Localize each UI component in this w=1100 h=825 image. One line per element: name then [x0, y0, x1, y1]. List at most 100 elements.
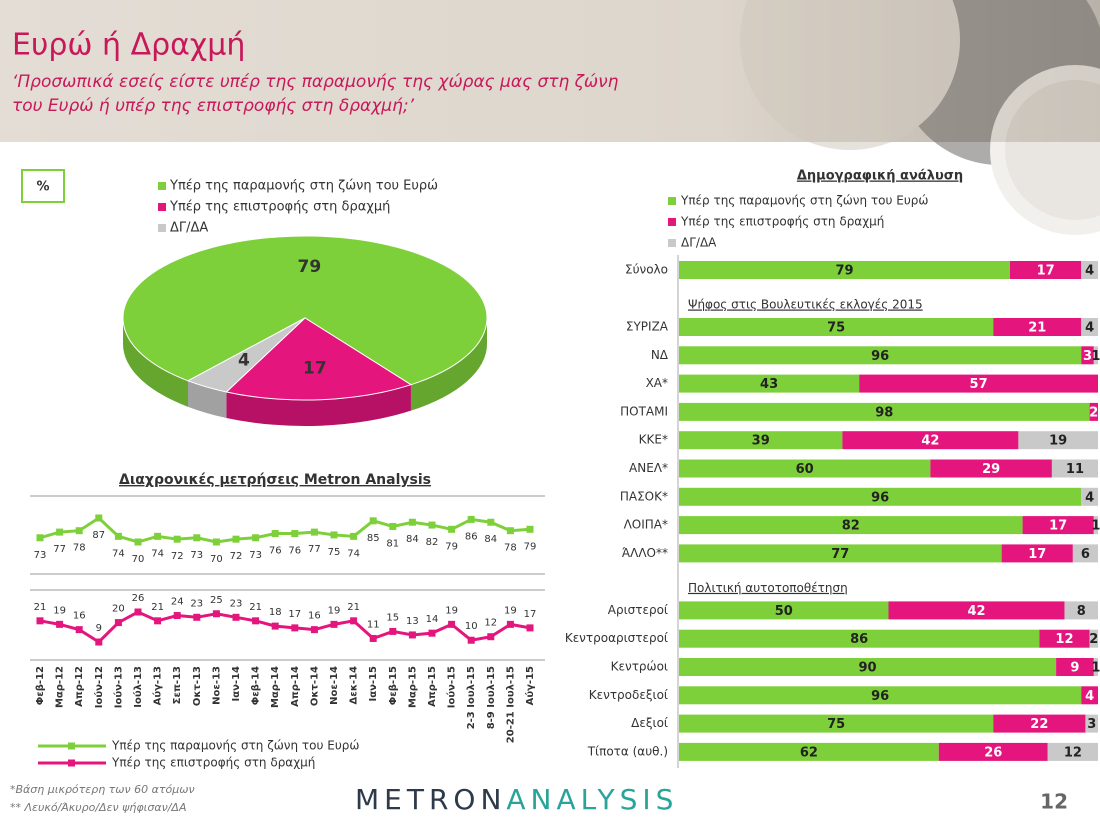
x-tick-label: Αύγ-13 [152, 666, 164, 705]
series-point [506, 620, 514, 628]
x-tick-label: Μαρ-15 [407, 666, 418, 708]
bar-segment [1089, 629, 1098, 648]
y-tick-label: Κεντροδεξιοί [589, 688, 668, 702]
series-point [350, 532, 358, 540]
bar-value-label: 8 [1077, 604, 1086, 619]
y-tick-label: ΠΑΣΟΚ* [620, 489, 668, 503]
series-point [526, 525, 534, 533]
bar-segment [679, 742, 939, 761]
bar-value-label: 2 [1089, 632, 1098, 647]
value-label: 75 [328, 547, 341, 558]
bar-segment [993, 318, 1082, 336]
pie-value-label: 17 [303, 359, 327, 379]
series-point [36, 534, 44, 542]
value-label: 10 [465, 621, 478, 632]
legend-marker [68, 742, 75, 750]
value-label: 84 [484, 534, 497, 545]
group-title: Πολιτική αυτοτοποθέτηση [688, 581, 848, 595]
value-label: 20 [112, 604, 125, 615]
bar-segment [1081, 686, 1098, 705]
bar-value-label: 96 [871, 349, 889, 364]
logo-part: ANALYSIS [506, 783, 678, 816]
value-label: 14 [426, 614, 439, 625]
pie-side [123, 318, 189, 407]
x-tick-label: 20-21 Ιουλ-15 [505, 666, 516, 743]
series-point [154, 532, 162, 540]
x-tick-label: Οκτ-14 [309, 666, 320, 706]
bar-value-label: 77 [831, 547, 849, 562]
bar-value-label: 19 [1049, 434, 1067, 449]
y-tick-label: ΧΑ* [646, 376, 668, 390]
value-label: 74 [347, 548, 360, 559]
x-tick-label: Ιαν-15 [368, 666, 379, 702]
bar-value-label: 17 [1028, 547, 1046, 562]
bar-segment [1093, 346, 1098, 365]
bar-value-label: 62 [800, 745, 818, 760]
bar-value-label: 1 [1091, 519, 1100, 534]
series-point [408, 518, 416, 526]
series-point [428, 629, 436, 637]
x-tick-label: Αύγ-15 [524, 666, 536, 705]
series-point [134, 538, 142, 546]
group-title: Ψήφος στις Βουλευτικές εκλογές 2015 [688, 298, 923, 312]
bar-segment [679, 261, 1011, 279]
bar-segment [679, 318, 994, 336]
series-point [212, 610, 220, 618]
value-label: 78 [504, 543, 517, 554]
bar-segment [993, 714, 1086, 733]
value-label: 72 [171, 551, 184, 562]
series-point [467, 515, 475, 523]
bar-value-label: 12 [1064, 745, 1082, 760]
value-label: 19 [504, 605, 517, 616]
subtitle: του Ευρώ ή υπέρ της επιστροφής στη δραχμ… [12, 96, 415, 116]
legend-label: Υπέρ της επιστροφής στη δραχμή [680, 215, 884, 229]
title: Ευρώ ή Δραχμή [12, 28, 245, 63]
legend-label: Υπέρ της παραμονής στη ζώνη του Ευρώ [680, 194, 928, 208]
value-label: 73 [190, 550, 203, 561]
bar-chart-title: Δημογραφική ανάλυση [797, 169, 963, 184]
value-label: 24 [171, 597, 184, 608]
x-tick-label: Ιούν-15 [446, 666, 458, 708]
series-point [330, 531, 338, 539]
x-tick-label: Ιαν-14 [231, 666, 242, 702]
bar-value-label: 3 [1083, 349, 1092, 364]
bar-segment [679, 629, 1040, 648]
y-tick-label: ΝΔ [651, 348, 669, 362]
bar-value-label: 90 [859, 661, 877, 676]
series-point [467, 636, 475, 644]
x-tick-label: Φεβ-12 [35, 666, 46, 705]
x-tick-label: Απρ-15 [427, 666, 438, 707]
value-label: 21 [347, 602, 360, 613]
legend-swatch [668, 218, 676, 226]
legend-label: ΔΓ/ΔΑ [681, 236, 717, 250]
series-point [448, 620, 456, 628]
bar-value-label: 98 [875, 405, 893, 420]
series-point [369, 517, 377, 525]
y-tick-label: ΣΥΡΙΖΑ [626, 320, 669, 334]
series-point [154, 617, 162, 625]
bar-segment [1001, 544, 1073, 563]
series-point [389, 627, 397, 635]
value-label: 12 [484, 618, 497, 629]
series-point [56, 528, 64, 536]
value-label: 19 [445, 605, 458, 616]
y-tick-label: ΠΟΤΑΜΙ [620, 404, 668, 418]
bar-value-label: 2 [1089, 405, 1098, 420]
bar-segment [1064, 601, 1098, 620]
footnote: ** Λευκό/Άκυρο/Δεν ψήφισαν/ΔΑ [10, 801, 186, 814]
series-point [310, 528, 318, 536]
footnote: *Βάση μικρότερη των 60 ατόμων [10, 783, 195, 796]
series-line [39, 516, 531, 544]
legend-marker [68, 759, 75, 767]
series-point [252, 534, 260, 542]
bar-value-label: 60 [796, 462, 814, 477]
bar-value-label: 42 [921, 434, 939, 449]
bar-segment [1018, 431, 1098, 450]
series-point [95, 514, 103, 522]
bar-value-label: 96 [871, 689, 889, 704]
series-point [212, 538, 220, 546]
bar-value-label: 75 [827, 321, 845, 336]
series-point [173, 535, 181, 543]
